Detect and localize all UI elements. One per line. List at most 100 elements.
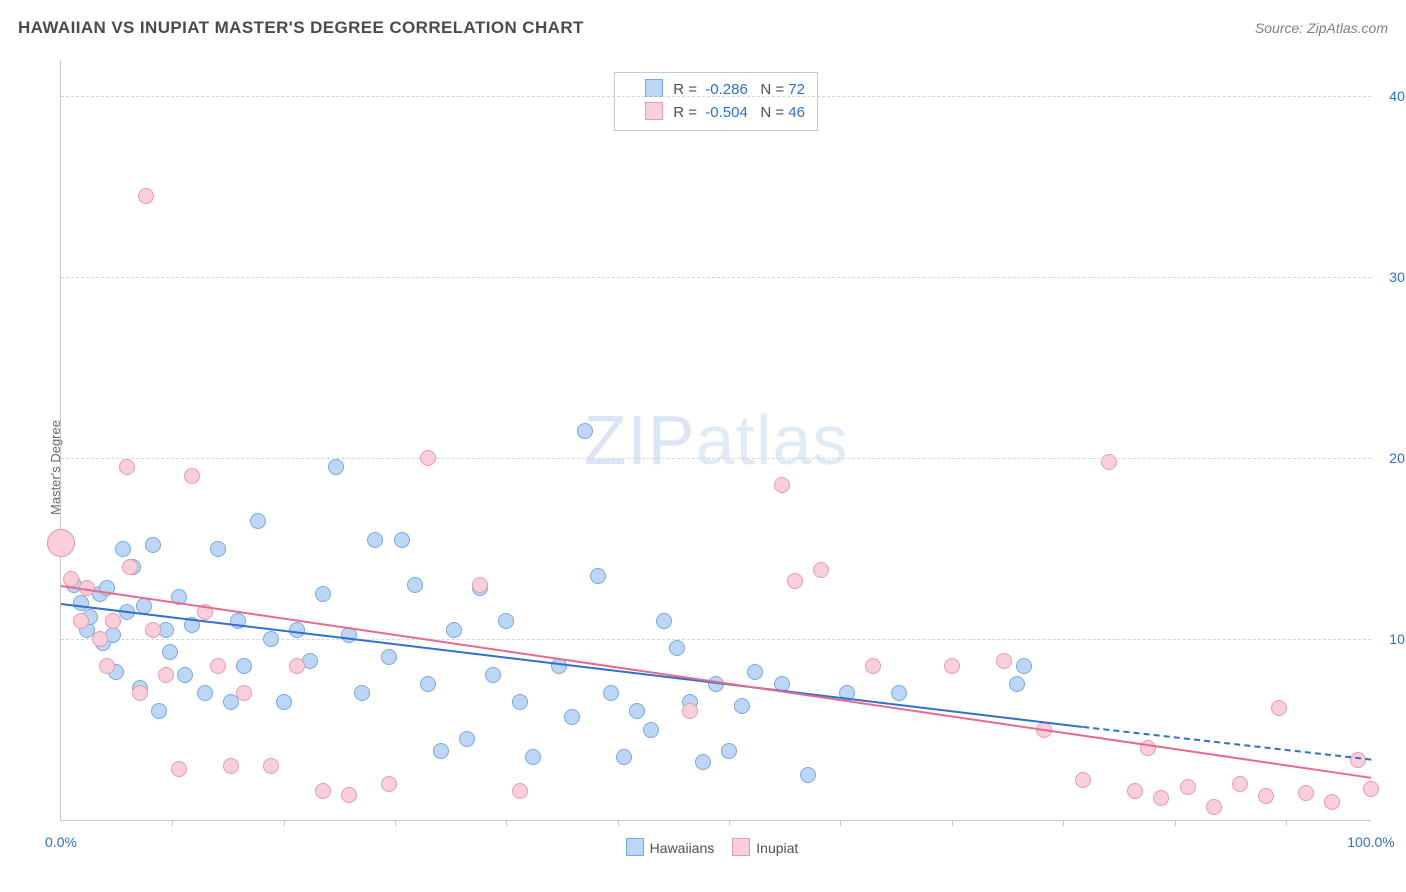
data-point (407, 577, 423, 593)
correlation-row: R = -0.286 N = 72 (627, 79, 805, 102)
source-attribution: Source: ZipAtlas.com (1255, 20, 1388, 36)
data-point (236, 685, 252, 701)
x-tick-mark (729, 820, 730, 826)
data-point (92, 631, 108, 647)
data-point (656, 613, 672, 629)
data-point (341, 787, 357, 803)
data-point (734, 698, 750, 714)
data-point (184, 468, 200, 484)
data-point (1206, 799, 1222, 815)
data-point (629, 703, 645, 719)
data-point (73, 613, 89, 629)
data-point (162, 644, 178, 660)
data-point (210, 658, 226, 674)
x-tick-mark (618, 820, 619, 826)
data-point (1258, 788, 1274, 804)
data-point (99, 658, 115, 674)
data-point (525, 749, 541, 765)
data-point (446, 622, 462, 638)
data-point (616, 749, 632, 765)
data-point (315, 783, 331, 799)
data-point (1180, 779, 1196, 795)
data-point (813, 562, 829, 578)
data-point (1127, 783, 1143, 799)
data-point (695, 754, 711, 770)
data-point (276, 694, 292, 710)
chart-title: HAWAIIAN VS INUPIAT MASTER'S DEGREE CORR… (18, 18, 584, 38)
x-tick-mark (395, 820, 396, 826)
data-point (682, 703, 698, 719)
plot-area: ZIPatlas R = -0.286 N = 72 R = -0.504 N … (60, 60, 1371, 821)
data-point (1153, 790, 1169, 806)
data-point (1075, 772, 1091, 788)
data-point (590, 568, 606, 584)
data-point (996, 653, 1012, 669)
y-tick-label: 40.0% (1379, 88, 1406, 104)
data-point (47, 529, 75, 557)
data-point (315, 586, 331, 602)
data-point (250, 513, 266, 529)
data-point (420, 676, 436, 692)
series-legend: HawaiiansInupiat (18, 838, 1388, 856)
data-point (1363, 781, 1379, 797)
data-point (433, 743, 449, 759)
gridline (61, 639, 1371, 640)
correlation-legend: R = -0.286 N = 72 R = -0.504 N = 46 (614, 72, 818, 131)
gridline (61, 96, 1371, 97)
gridline (61, 277, 1371, 278)
data-point (747, 664, 763, 680)
data-point (197, 685, 213, 701)
chart-container: Master's Degree ZIPatlas R = -0.286 N = … (18, 50, 1388, 870)
gridline (61, 458, 1371, 459)
data-point (498, 613, 514, 629)
data-point (1232, 776, 1248, 792)
y-tick-label: 30.0% (1379, 269, 1406, 285)
watermark: ZIPatlas (584, 400, 849, 480)
data-point (944, 658, 960, 674)
data-point (669, 640, 685, 656)
data-point (263, 758, 279, 774)
data-point (800, 767, 816, 783)
data-point (577, 423, 593, 439)
correlation-row: R = -0.504 N = 46 (627, 102, 805, 125)
data-point (485, 667, 501, 683)
data-point (151, 703, 167, 719)
trend-line (61, 585, 1371, 779)
data-point (289, 658, 305, 674)
data-point (643, 722, 659, 738)
x-tick-mark (952, 820, 953, 826)
data-point (381, 649, 397, 665)
data-point (1016, 658, 1032, 674)
data-point (367, 532, 383, 548)
data-point (1298, 785, 1314, 801)
x-tick-mark (1286, 820, 1287, 826)
data-point (787, 573, 803, 589)
x-tick-mark (840, 820, 841, 826)
data-point (263, 631, 279, 647)
data-point (210, 541, 226, 557)
data-point (177, 667, 193, 683)
data-point (512, 783, 528, 799)
data-point (105, 613, 121, 629)
y-tick-label: 20.0% (1379, 450, 1406, 466)
x-tick-mark (1063, 820, 1064, 826)
data-point (394, 532, 410, 548)
data-point (721, 743, 737, 759)
data-point (236, 658, 252, 674)
data-point (145, 622, 161, 638)
data-point (158, 667, 174, 683)
data-point (138, 188, 154, 204)
data-point (132, 685, 148, 701)
data-point (171, 761, 187, 777)
y-tick-label: 10.0% (1379, 631, 1406, 647)
data-point (1271, 700, 1287, 716)
data-point (865, 658, 881, 674)
data-point (891, 685, 907, 701)
x-tick-mark (284, 820, 285, 826)
legend-label: Inupiat (756, 840, 798, 856)
data-point (512, 694, 528, 710)
data-point (603, 685, 619, 701)
data-point (1101, 454, 1117, 470)
data-point (1009, 676, 1025, 692)
data-point (1140, 740, 1156, 756)
